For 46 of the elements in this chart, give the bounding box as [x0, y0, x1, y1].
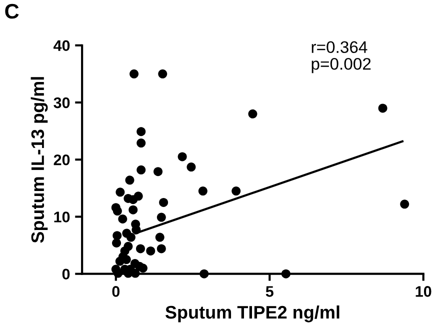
point	[178, 152, 187, 162]
point	[378, 104, 388, 113]
y-tick-label: 30	[54, 97, 70, 108]
x-tick-label: 5	[266, 286, 274, 297]
point	[126, 232, 136, 242]
point	[198, 186, 208, 196]
y-tick-label: 10	[54, 212, 70, 222]
point	[115, 256, 124, 266]
point	[155, 232, 164, 242]
y-tick-label: 40	[54, 40, 70, 52]
point	[112, 206, 122, 216]
y-tick-label: 0	[62, 268, 70, 280]
point	[400, 200, 410, 209]
point	[128, 195, 138, 204]
point	[156, 212, 166, 222]
point	[130, 69, 139, 78]
point	[186, 162, 196, 172]
point	[118, 214, 128, 224]
point	[158, 69, 168, 78]
point	[138, 264, 148, 273]
point	[136, 127, 146, 136]
point	[248, 109, 258, 118]
point	[154, 167, 163, 176]
point	[156, 244, 166, 254]
point	[112, 231, 122, 240]
point	[136, 244, 145, 254]
point	[232, 186, 241, 196]
point	[112, 238, 122, 248]
point	[136, 138, 146, 148]
y-tick-label: 20	[54, 154, 70, 166]
point	[159, 198, 168, 207]
point	[128, 205, 138, 214]
point	[116, 188, 125, 197]
point	[125, 176, 134, 185]
y-axis-title: Sputum IL-13 pg/ml	[30, 77, 48, 243]
point	[200, 269, 209, 278]
text: C	[5, 4, 19, 19]
point	[146, 246, 156, 256]
point	[114, 268, 123, 278]
point	[281, 269, 290, 278]
annotation: r=0.364 p=0.002	[312, 41, 371, 74]
x-tick-label: 10	[416, 286, 432, 297]
point	[130, 268, 140, 278]
x-tick-label: 0	[112, 286, 120, 297]
point	[136, 165, 146, 174]
x-axis-title: Sputum TIPE2 ng/ml	[165, 305, 340, 322]
